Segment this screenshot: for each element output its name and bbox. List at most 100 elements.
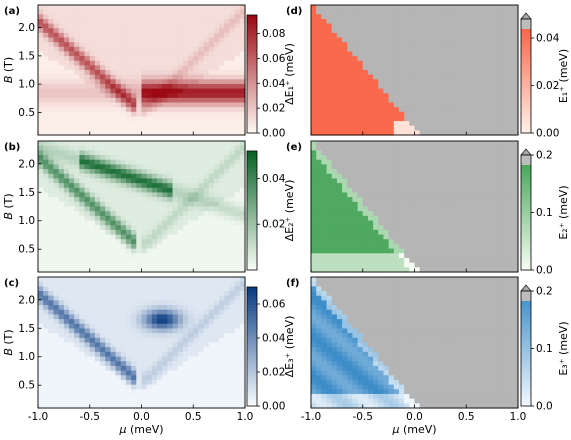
heatmap-cell [393,5,400,11]
heatmap-cell [393,28,400,34]
heatmap-cell [512,183,519,189]
panel-d [310,4,519,136]
heatmap-cell [383,56,390,62]
heatmap-cell [141,102,148,108]
heatmap-cell [414,239,421,245]
heatmap-cell [497,28,504,34]
heatmap-cell [74,333,80,339]
heatmap-cell [229,145,236,151]
heatmap-cell [430,46,436,53]
heatmap-cell [53,79,60,85]
heatmap-cell [357,150,364,156]
heatmap-cell [48,197,55,203]
heatmap-cell [151,187,158,194]
heatmap-cell [362,197,369,203]
heatmap-cell [105,257,112,264]
heatmap-cell [331,102,338,108]
heatmap-cell [445,173,452,180]
heatmap-cell [229,97,236,104]
heatmap-cell [502,116,509,122]
heatmap-cell [430,51,436,57]
heatmap-cell [131,83,137,90]
heatmap-cell [182,97,189,104]
heatmap-cell [172,225,179,231]
heatmap-cell [53,300,60,306]
heatmap-cell [321,42,328,48]
heatmap-cell [486,192,493,198]
heatmap-cell [367,93,374,99]
heatmap-cell [167,211,174,217]
heatmap-cell [58,337,65,344]
heatmap-cell [198,88,205,94]
heatmap-cell [347,5,353,11]
heatmap-cell [177,88,184,94]
heatmap-cell [43,337,49,344]
heatmap-cell [445,14,452,20]
heatmap-cell [471,60,478,66]
heatmap-cell [172,155,179,161]
heatmap-cell [120,187,127,194]
heatmap-cell [311,23,317,29]
heatmap-cell [466,65,473,71]
heatmap-cell [409,150,416,156]
heatmap-cell [378,262,385,268]
heatmap-cell [234,220,241,226]
heatmap-cell [84,333,91,339]
heatmap-cell [445,70,452,76]
heatmap-cell [224,37,231,43]
heatmap-cell [74,169,80,175]
heatmap-cell [497,14,504,20]
heatmap-cell [455,192,462,198]
heatmap-cell [476,141,483,147]
heatmap-cell [373,173,379,180]
heatmap-cell [94,267,101,273]
heatmap-cell [445,187,452,194]
heatmap-cell [84,145,91,151]
heatmap-cell [131,211,137,217]
heatmap-cell [440,178,447,184]
heatmap-cell [435,178,441,184]
heatmap-cell [74,178,80,184]
heatmap-cell [182,5,189,11]
heatmap-cell [188,239,194,245]
heatmap-cell [172,37,179,43]
heatmap-cell [84,211,91,217]
heatmap-cell [336,93,343,99]
heatmap-cell [424,79,431,85]
heatmap-cell [414,46,421,53]
heatmap-cell [84,155,91,161]
heatmap-cell [234,93,241,99]
heatmap-cell [213,70,220,76]
heatmap-cell [362,70,369,76]
heatmap-cell [497,253,504,259]
heatmap-cell [38,169,44,175]
heatmap-cell [476,187,483,194]
heatmap-cell [393,239,400,245]
heatmap-cell [63,389,70,395]
heatmap-cell [512,37,519,43]
heatmap-cell [141,60,148,66]
heatmap-cell [404,173,410,180]
heatmap-cell [316,234,322,240]
heatmap-cell [125,183,132,189]
heatmap-cell [110,169,117,175]
heatmap-cell [53,257,60,264]
heatmap-cell [136,32,143,39]
heatmap-cell [461,88,467,94]
heatmap-cell [419,197,426,203]
heatmap-cell [69,257,75,264]
heatmap-cell [502,102,509,108]
heatmap-cell [74,379,80,386]
heatmap-cell [455,197,462,203]
heatmap-cell [125,107,132,113]
heatmap-cell [69,173,75,180]
heatmap-cell [69,32,75,39]
heatmap-cell [131,164,137,170]
heatmap-cell [239,262,246,268]
heatmap-cell [326,169,333,175]
heatmap-cell [208,14,215,20]
heatmap-cell [141,257,148,264]
heatmap-cell [404,192,410,198]
heatmap-cell [321,155,328,161]
heatmap-cell [74,375,80,381]
